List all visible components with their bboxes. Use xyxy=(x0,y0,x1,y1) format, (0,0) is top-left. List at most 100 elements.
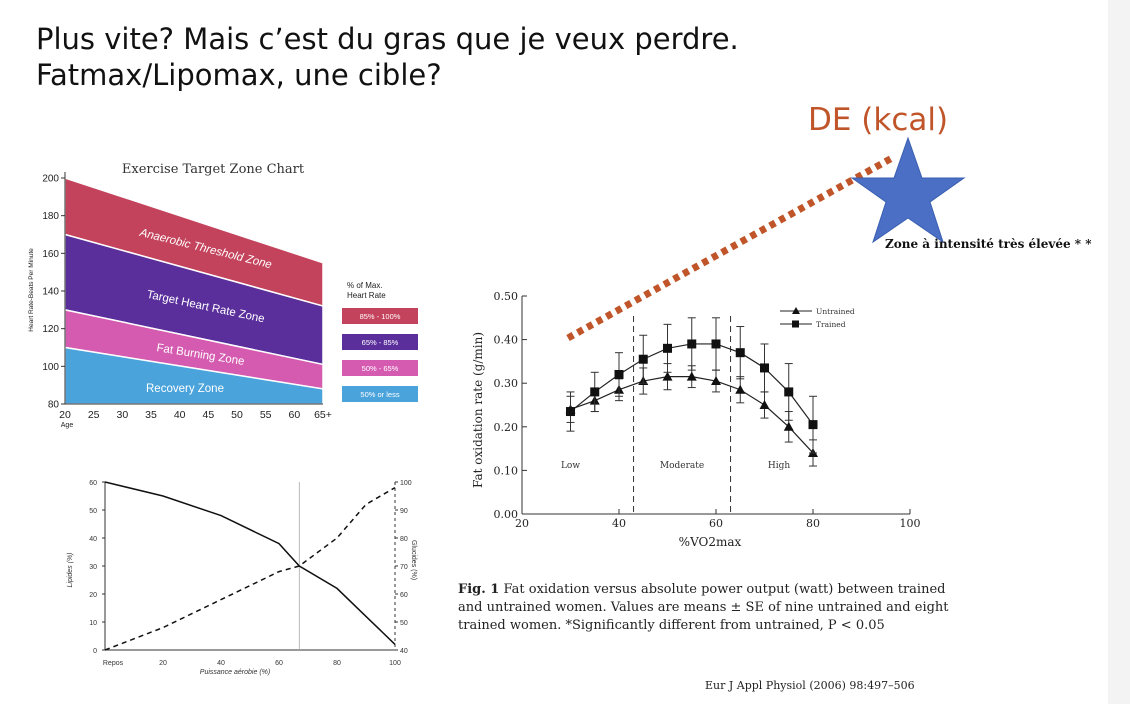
fat-x-tick-label: 100 xyxy=(900,517,921,530)
zone-x-tick-label: 55 xyxy=(260,409,272,421)
zone-y-axis-label: Heart Rate-Beats Per Minute xyxy=(28,248,35,332)
zone-legend-swatch xyxy=(342,386,418,402)
fat-y-tick-label: 0.20 xyxy=(494,421,519,434)
fat-x-tick-label: 20 xyxy=(515,517,529,530)
fat-point xyxy=(735,384,746,394)
cross-left-tick-label: 0 xyxy=(93,648,97,655)
fat-point xyxy=(686,371,697,381)
fat-y-tick-label: 0.30 xyxy=(494,377,519,390)
cross-left-tick-label: 40 xyxy=(89,536,97,543)
zone-legend-label: 50% - 65% xyxy=(362,364,399,373)
zone-legend-title: % of Max. xyxy=(347,281,383,290)
fat-point xyxy=(735,348,745,358)
cross-right-tick-label: 80 xyxy=(400,536,408,543)
cross-right-axis-label: Glucides (%) xyxy=(410,540,417,580)
fat-point xyxy=(783,421,794,431)
crossover-chart: 0 10 20 30 40 50 60 40 50 60 70 80 90 100 Repos 20 40 60 8… xyxy=(67,480,417,676)
fat-x-axis-label: %VO2max xyxy=(679,535,742,549)
fat-zone-label: Moderate xyxy=(660,461,704,471)
fat-x-tick-label: 80 xyxy=(806,517,820,530)
fat-point xyxy=(711,376,721,386)
citation: Eur J Appl Physiol (2006) 98:497–506 xyxy=(705,679,915,692)
fat-series-line xyxy=(570,376,814,454)
fat-point xyxy=(687,339,697,349)
zone-legend-swatch xyxy=(342,360,418,376)
star-icon xyxy=(850,136,966,244)
fat-y-tick-label: 0.40 xyxy=(494,334,519,347)
zone-y-tick-label: 120 xyxy=(42,324,59,335)
zone-legend-label: 85% - 100% xyxy=(360,312,401,321)
cross-right-tick-label: 40 xyxy=(400,648,408,655)
fat-y-tick-label: 0.10 xyxy=(494,464,519,477)
cross-left-tick-label: 30 xyxy=(89,564,97,571)
zone-legend-title: Heart Rate xyxy=(347,291,386,300)
fat-y-axis-label: Fat oxidation rate (g/min) xyxy=(471,332,485,488)
cross-x-tick-label: 100 xyxy=(389,660,401,667)
cross-x-tick-label: 80 xyxy=(333,660,341,667)
figure-caption: Fig. 1 Fat oxidation versus absolute pow… xyxy=(458,581,950,635)
zone-x-tick-label: 60 xyxy=(288,409,300,421)
zone-x-axis-label: Age xyxy=(61,422,74,429)
zone-y-tick-label: 140 xyxy=(42,287,59,298)
zone-x-tick-label: 50 xyxy=(231,409,243,421)
fat-y-tick-label: 0.00 xyxy=(494,508,519,521)
fat-legend-marker xyxy=(792,320,799,328)
cross-right-tick-label: 100 xyxy=(400,480,412,487)
cross-left-tick-label: 20 xyxy=(89,592,97,599)
fat-point xyxy=(662,371,673,381)
cross-left-tick-label: 10 xyxy=(89,620,97,627)
cross-series-line xyxy=(104,481,396,645)
fat-point xyxy=(759,400,770,409)
cross-x-tick-label: 20 xyxy=(159,660,167,667)
cross-series-line xyxy=(104,486,396,651)
cross-right-tick-label: 90 xyxy=(400,508,408,515)
zone-x-tick-label: 65+ xyxy=(314,409,332,421)
zone-legend-label: 65% - 85% xyxy=(362,338,399,347)
zone-y-tick-label: 180 xyxy=(42,211,59,222)
zone-y-tick-label: 100 xyxy=(42,362,59,373)
very-high-intensity-zone-label: Zone à intensité très élevée * * xyxy=(885,237,1092,251)
fat-oxidation-chart: 0.00 0.10 0.20 0.30 0.40 0.50 20 40 60 80 100 %VO2m… xyxy=(471,290,921,549)
figure-caption-text: Fat oxidation versus absolute power outp… xyxy=(458,582,949,633)
zone-x-tick-label: 35 xyxy=(145,409,157,421)
fat-point xyxy=(711,339,721,349)
fat-point xyxy=(566,407,575,417)
cross-right-tick-label: 60 xyxy=(400,592,408,599)
zone-x-tick-label: 40 xyxy=(174,409,186,421)
slide-title-line-2: Fatmax/Lipomax, une cible? xyxy=(36,58,442,92)
right-edge-strip xyxy=(1108,0,1130,704)
cross-left-axis-label: Lipides (%) xyxy=(67,552,74,587)
energy-expenditure-label: DE (kcal) xyxy=(808,102,949,138)
fat-point xyxy=(663,343,672,353)
cross-right-tick-label: 70 xyxy=(400,564,408,571)
cross-x-tick-label: 40 xyxy=(217,660,225,667)
cross-left-tick-label: 50 xyxy=(89,508,97,515)
cross-x-tick-label: 60 xyxy=(275,660,283,667)
cross-right-tick-label: 50 xyxy=(400,620,408,627)
fat-zone-label: Low xyxy=(561,461,580,471)
cross-x-tick-label: Repos xyxy=(103,660,124,667)
zone-x-tick-label: 30 xyxy=(116,409,128,421)
zone-legend-swatch xyxy=(342,334,418,350)
fat-point xyxy=(808,420,818,430)
zone-legend-label: 50% or less xyxy=(360,390,399,399)
fat-point xyxy=(760,363,769,373)
figure-caption-label: Fig. 1 xyxy=(458,582,500,597)
zone-legend-swatch xyxy=(342,308,418,324)
fat-x-tick-label: 40 xyxy=(612,517,626,530)
fat-point xyxy=(590,387,600,397)
fat-point xyxy=(638,354,648,364)
zone-x-tick-label: 45 xyxy=(202,409,214,421)
zone-y-tick-label: 160 xyxy=(42,249,59,260)
slide-title-line-1: Plus vite? Mais c’est du gras que je veu… xyxy=(36,22,739,56)
fat-x-tick-label: 60 xyxy=(709,517,723,530)
cross-left-tick-label: 60 xyxy=(89,480,97,487)
fat-point xyxy=(614,369,624,379)
zone-chart-title: Exercise Target Zone Chart xyxy=(122,162,305,177)
zone-y-tick-label: 200 xyxy=(42,174,59,185)
fat-legend-label: Trained xyxy=(816,320,846,329)
zone-x-tick-label: 25 xyxy=(88,409,100,421)
cross-x-axis-label: Puissance aérobie (%) xyxy=(200,669,270,676)
zone-x-tick-label: 20 xyxy=(59,409,71,421)
